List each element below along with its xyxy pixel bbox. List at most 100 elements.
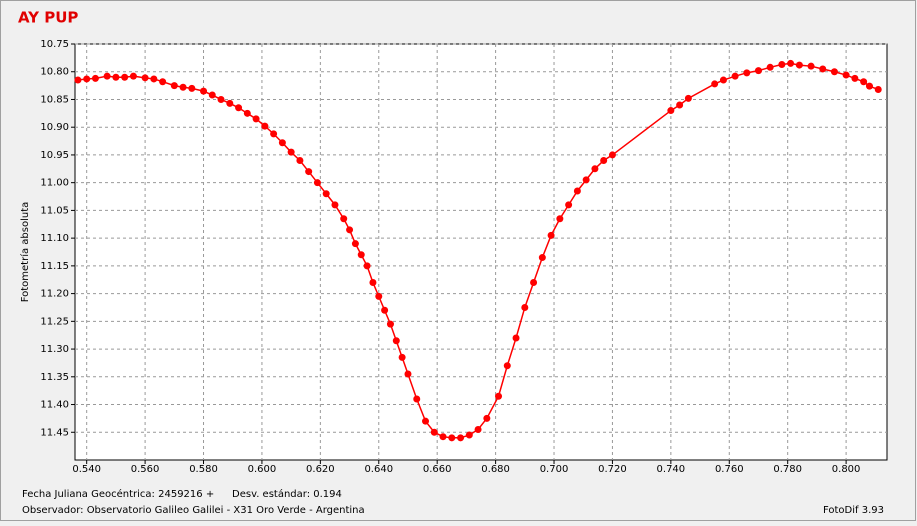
footer-text: Fecha Juliana Geocéntrica: 2459216 + (22, 488, 214, 500)
data-point (363, 262, 371, 270)
data-point (404, 370, 412, 378)
data-point (608, 151, 616, 159)
data-point (188, 84, 196, 92)
footer-text: Desv. estándar: 0.194 (232, 488, 342, 500)
data-point (413, 395, 421, 403)
y-tick-label: 10.85 (40, 94, 69, 105)
data-point (731, 72, 739, 80)
x-tick-label: 0.780 (773, 464, 802, 475)
y-tick-label: 11.30 (40, 344, 69, 355)
data-point (495, 392, 503, 400)
footer-text: Observador: Observatorio Galileo Galilei… (22, 505, 365, 516)
data-point (179, 83, 187, 91)
data-point (386, 320, 394, 328)
data-point (676, 101, 684, 109)
data-point (743, 69, 751, 77)
data-point (547, 231, 555, 239)
data-point (103, 72, 111, 80)
data-point (235, 104, 243, 112)
data-point (313, 179, 321, 187)
data-point (874, 85, 882, 93)
data-point (787, 59, 795, 67)
data-point (331, 201, 339, 209)
y-tick-label: 11.20 (40, 289, 69, 300)
x-tick-label: 0.620 (306, 464, 335, 475)
data-point (842, 71, 850, 79)
data-point (556, 215, 564, 223)
x-tick-label: 0.760 (715, 464, 744, 475)
y-tick-label: 11.25 (40, 316, 69, 327)
data-point (351, 240, 359, 248)
data-point (530, 279, 538, 287)
data-point (129, 72, 137, 80)
data-point (369, 279, 377, 287)
data-point (270, 130, 278, 138)
footer-text: FotoDif 3.93 (823, 505, 884, 516)
data-point (719, 76, 727, 84)
data-point (243, 109, 251, 117)
data-point (483, 414, 491, 422)
chart-title: AY PUP (18, 9, 78, 27)
data-point (766, 63, 774, 71)
data-point (474, 425, 482, 433)
x-tick-label: 0.640 (364, 464, 393, 475)
data-point (150, 75, 158, 83)
data-point (778, 61, 786, 69)
data-point (208, 91, 216, 99)
data-point (851, 74, 859, 82)
data-point (600, 156, 608, 164)
data-point (521, 303, 529, 311)
data-point (422, 417, 430, 425)
data-point (667, 107, 675, 115)
data-point (819, 65, 827, 73)
data-point (217, 95, 225, 103)
data-point (582, 176, 590, 184)
data-point (830, 68, 838, 76)
x-tick-label: 0.600 (248, 464, 277, 475)
data-point (573, 187, 581, 195)
data-point (448, 434, 456, 442)
data-point (226, 99, 234, 107)
data-point (795, 61, 803, 69)
x-tick-label: 0.540 (72, 464, 101, 475)
y-tick-label: 10.90 (40, 122, 69, 133)
y-tick-label: 10.75 (40, 39, 69, 50)
data-point (261, 122, 269, 130)
data-point (296, 156, 304, 164)
data-point (74, 76, 82, 84)
y-tick-label: 11.05 (40, 205, 69, 216)
x-tick-label: 0.800 (832, 464, 861, 475)
data-point (305, 168, 313, 176)
plot-area (74, 43, 888, 461)
data-point (278, 139, 286, 147)
data-point (322, 190, 330, 198)
data-point (457, 434, 465, 442)
data-point (684, 94, 692, 102)
x-tick-label: 0.580 (189, 464, 218, 475)
data-point (465, 431, 473, 439)
data-point (711, 80, 719, 88)
data-point (565, 201, 573, 209)
data-point (512, 334, 520, 342)
data-point (170, 82, 178, 90)
y-tick-label: 11.40 (40, 400, 69, 411)
data-point (287, 148, 295, 156)
y-tick-label: 11.35 (40, 372, 69, 383)
data-point (754, 67, 762, 75)
data-point (91, 74, 99, 82)
data-point (159, 78, 167, 86)
x-tick-label: 0.660 (423, 464, 452, 475)
data-point (121, 73, 129, 81)
data-point (141, 74, 149, 82)
x-tick-label: 0.680 (481, 464, 510, 475)
x-tick-label: 0.740 (657, 464, 686, 475)
data-point (807, 62, 815, 70)
y-axis-label: Fotometría absoluta (19, 202, 31, 303)
data-point (200, 87, 208, 95)
data-point (439, 433, 447, 441)
y-tick-label: 10.95 (40, 150, 69, 161)
x-tick-label: 0.560 (131, 464, 160, 475)
data-point (591, 165, 599, 173)
data-point (865, 82, 873, 90)
data-point (392, 337, 400, 345)
